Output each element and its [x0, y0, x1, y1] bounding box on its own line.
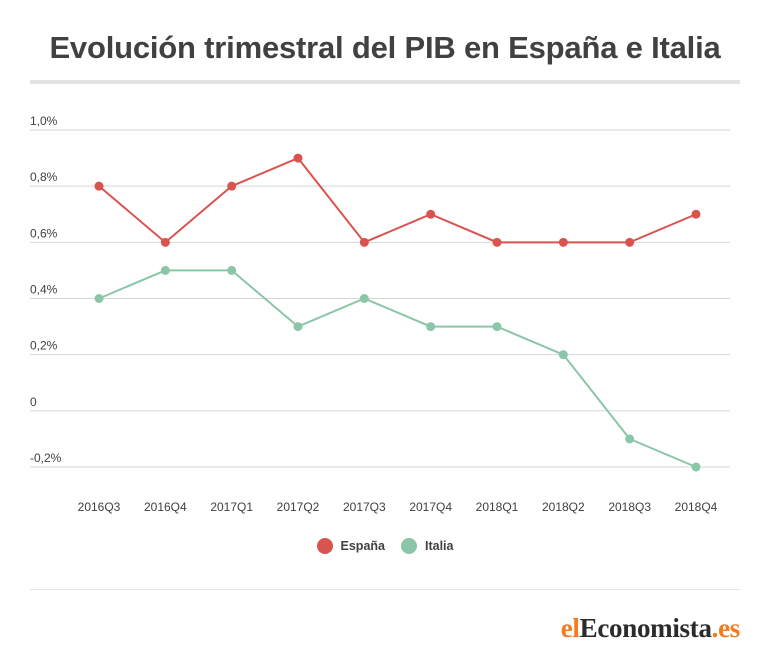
- chart-title: Evolución trimestral del PIB en España e…: [49, 30, 721, 65]
- logo-el-text: el: [560, 613, 580, 643]
- data-point-espana[interactable]: [94, 181, 104, 191]
- data-point-espana[interactable]: [492, 237, 502, 247]
- series-line-espana: [98, 156, 697, 244]
- x-tick-label: 2017Q4: [409, 500, 452, 514]
- x-tick-label: 2017Q3: [343, 500, 386, 514]
- title-divider: [30, 80, 740, 84]
- data-point-italia[interactable]: [293, 322, 303, 332]
- logo-tld-text: .es: [711, 613, 741, 643]
- x-tick-label: 2017Q1: [210, 500, 253, 514]
- data-point-italia[interactable]: [492, 322, 502, 332]
- y-tick-label: 0,6%: [30, 226, 58, 240]
- legend-swatch-espana: [316, 538, 333, 554]
- x-tick-label: 2018Q1: [476, 500, 519, 514]
- y-tick-label: 0,4%: [30, 283, 58, 297]
- data-point-espana[interactable]: [625, 237, 635, 247]
- y-axis-ticks: 1,0% 0,8% 0,6% 0,4% 0,2% 0 -0,2%: [30, 114, 62, 465]
- data-point-italia[interactable]: [160, 265, 170, 275]
- legend-item-espana[interactable]: España: [316, 538, 385, 554]
- logo-main-text: Economista: [579, 613, 712, 643]
- data-point-italia[interactable]: [691, 462, 701, 472]
- grid-lines: [30, 129, 730, 468]
- legend-label-italia: Italia: [424, 539, 454, 553]
- x-tick-label: 2018Q3: [608, 500, 651, 514]
- data-point-espana[interactable]: [160, 237, 170, 247]
- data-point-italia[interactable]: [625, 434, 635, 444]
- y-tick-label: 0: [30, 395, 37, 409]
- data-point-espana[interactable]: [558, 237, 568, 247]
- data-point-espana[interactable]: [359, 237, 369, 247]
- data-point-espana[interactable]: [426, 209, 436, 219]
- data-point-italia[interactable]: [227, 265, 237, 275]
- y-tick-label: 0,8%: [30, 170, 58, 184]
- series-line-italia: [98, 269, 697, 468]
- legend-item-italia[interactable]: Italia: [400, 538, 454, 554]
- data-point-espana[interactable]: [227, 181, 237, 191]
- footer-divider: [30, 589, 740, 590]
- legend-swatch-italia: [400, 538, 417, 554]
- legend: España Italia: [0, 538, 770, 554]
- data-point-italia[interactable]: [426, 322, 436, 332]
- eleconomista-logo[interactable]: elEconomista.es: [560, 613, 741, 644]
- x-tick-label: 2018Q2: [542, 500, 585, 514]
- data-point-espana[interactable]: [691, 209, 701, 219]
- x-tick-label: 2017Q2: [277, 500, 320, 514]
- x-tick-label: 2016Q3: [78, 500, 121, 514]
- legend-label-espana: España: [340, 539, 385, 553]
- data-point-italia[interactable]: [94, 294, 104, 303]
- x-tick-label: 2018Q4: [675, 500, 718, 514]
- y-tick-label: 1,0%: [30, 114, 58, 128]
- y-tick-label: -0,2%: [30, 451, 62, 465]
- x-axis-ticks: 2016Q3 2016Q4 2017Q1 2017Q2 2017Q3 2017Q4 2018…: [78, 500, 718, 514]
- data-point-italia[interactable]: [359, 294, 369, 303]
- series-group: [94, 153, 701, 472]
- data-point-espana[interactable]: [293, 153, 303, 163]
- y-tick-label: 0,2%: [30, 339, 58, 353]
- data-point-italia[interactable]: [558, 350, 568, 360]
- x-tick-label: 2016Q4: [144, 500, 187, 514]
